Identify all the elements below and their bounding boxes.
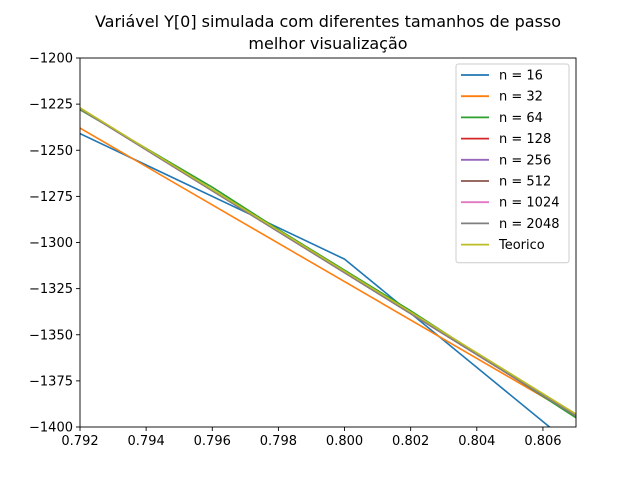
chart-title-line-2: melhor visualização bbox=[248, 34, 408, 53]
series-line-1 bbox=[80, 127, 576, 417]
y-tick-label: −1225 bbox=[29, 98, 73, 113]
y-tick-label: −1250 bbox=[29, 144, 73, 159]
legend: n = 16 n = 32 n = 64 n = 128 n = 256 n = 512 n… bbox=[455, 63, 570, 264]
y-tick-label: −1275 bbox=[29, 190, 73, 205]
legend-box bbox=[455, 63, 570, 264]
x-tick-label: 0.804 bbox=[458, 434, 495, 449]
x-tick-label: 0.800 bbox=[326, 434, 363, 449]
x-tick-label: 0.806 bbox=[524, 434, 561, 449]
series-line-0 bbox=[80, 132, 551, 427]
legend-label-4: n = 256 bbox=[499, 153, 551, 168]
x-tick-label: 0.798 bbox=[260, 434, 297, 449]
legend-label-5: n = 512 bbox=[499, 175, 551, 190]
x-tick-label: 0.792 bbox=[61, 434, 98, 449]
legend-label-6: n = 1024 bbox=[499, 196, 559, 211]
legend-label-0: n = 16 bbox=[499, 69, 543, 84]
legend-label-7: n = 2048 bbox=[499, 217, 559, 232]
y-tick-label: −1325 bbox=[29, 282, 73, 297]
legend-label-2: n = 64 bbox=[499, 111, 543, 126]
series-line-8 bbox=[80, 106, 576, 416]
series-lines bbox=[80, 106, 576, 427]
legend-label-3: n = 128 bbox=[499, 132, 551, 147]
series-line-7 bbox=[80, 107, 576, 417]
y-tick-label: −1400 bbox=[29, 421, 73, 436]
y-tick-label: −1200 bbox=[29, 52, 73, 67]
y-tick-label: −1350 bbox=[29, 328, 73, 343]
legend-label-8: Teorico bbox=[498, 238, 545, 253]
y-tick-label: −1300 bbox=[29, 236, 73, 251]
x-tick-label: 0.802 bbox=[392, 434, 429, 449]
legend-label-1: n = 32 bbox=[499, 90, 543, 105]
x-tick-label: 0.796 bbox=[194, 434, 231, 449]
x-tick-label: 0.794 bbox=[128, 434, 165, 449]
y-tick-label: −1375 bbox=[29, 374, 73, 389]
chart-title-line-1: Variável Y[0] simulada com diferentes ta… bbox=[94, 12, 562, 31]
